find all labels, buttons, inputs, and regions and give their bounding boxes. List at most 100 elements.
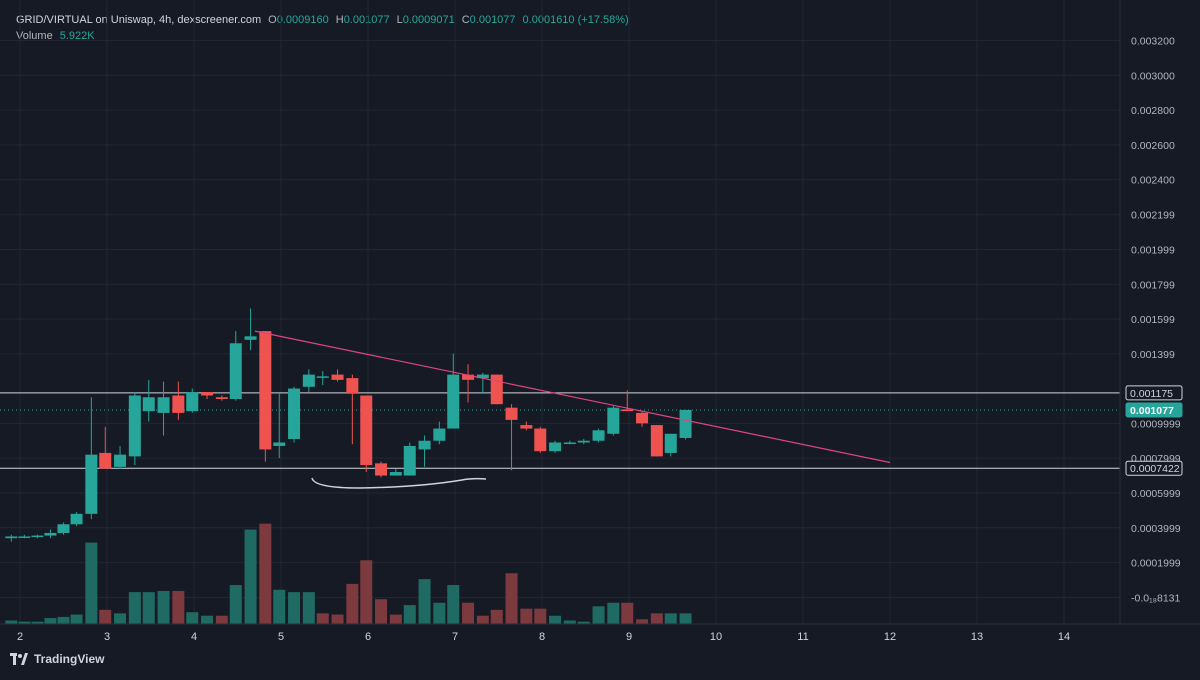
- candle: [577, 439, 590, 445]
- candle-body: [476, 374, 489, 379]
- hand-drawn-curve[interactable]: [311, 477, 487, 489]
- volume-bar: [99, 609, 112, 624]
- close-value: 0.001077: [469, 14, 516, 26]
- price-label-box: [1125, 385, 1183, 401]
- high-value: 0.001077: [343, 14, 390, 26]
- tradingview-branding[interactable]: TradingView: [10, 652, 104, 666]
- x-tick-label: 7: [452, 631, 458, 643]
- candle-body: [201, 392, 214, 396]
- candle: [389, 468, 402, 476]
- x-tick-label: 13: [971, 631, 983, 643]
- candle: [259, 331, 272, 462]
- candle-body: [186, 392, 199, 412]
- candle-body: [636, 412, 649, 424]
- candle: [650, 425, 663, 457]
- candle: [505, 404, 518, 471]
- close-label: C: [461, 14, 470, 26]
- candle: [5, 534, 18, 542]
- candles: [5, 308, 692, 542]
- candle-body: [389, 472, 402, 476]
- candle: [114, 445, 127, 469]
- candle-body: [331, 374, 344, 380]
- candle-body: [534, 428, 547, 452]
- candle-body: [346, 378, 359, 394]
- volume-bar: [114, 613, 127, 624]
- volume-bar: [85, 542, 98, 624]
- volume-bar: [447, 585, 460, 624]
- x-tick-label: 12: [884, 631, 896, 643]
- candle: [549, 440, 562, 453]
- candle-body: [244, 336, 257, 340]
- y-tick-label: 0.003000: [1131, 70, 1175, 82]
- y-tick-label: 0.001399: [1131, 349, 1175, 361]
- tradingview-logo-icon: [10, 653, 28, 665]
- candle: [70, 512, 83, 527]
- candle-body: [99, 452, 112, 469]
- candle-body: [433, 428, 446, 441]
- candle-body: [259, 331, 272, 450]
- candle: [172, 381, 185, 420]
- volume-bar: [44, 618, 57, 624]
- candle: [462, 364, 475, 403]
- candle-body: [316, 376, 329, 378]
- volume-bar: [229, 585, 242, 624]
- y-tick-label: 0.0003999: [1131, 523, 1181, 535]
- volume-bar: [316, 613, 329, 624]
- candle: [44, 529, 57, 539]
- volume-bar: [302, 592, 315, 624]
- candle: [31, 534, 44, 539]
- candle-body: [288, 388, 301, 440]
- candle-body: [31, 535, 44, 538]
- candle: [520, 421, 533, 431]
- candle: [679, 409, 692, 440]
- price-label-text: 0.001077: [1130, 405, 1174, 417]
- candle-body: [142, 397, 155, 412]
- candle: [57, 522, 70, 535]
- volume-bars: [5, 523, 692, 624]
- candle-body: [229, 343, 242, 399]
- time-axis[interactable]: [0, 624, 1200, 648]
- candle: [273, 393, 286, 459]
- x-tick-label: 11: [797, 631, 808, 643]
- y-tick-label: 0.002800: [1131, 105, 1175, 117]
- price-label-box: [1125, 460, 1183, 476]
- candle: [331, 369, 344, 382]
- candle-body: [128, 395, 141, 457]
- price-label: 0.001077: [1125, 402, 1183, 418]
- volume-bar: [288, 592, 301, 624]
- volume-bar: [664, 613, 677, 624]
- volume-bar: [476, 615, 489, 624]
- volume-bar: [186, 612, 199, 624]
- volume-bar: [360, 560, 373, 624]
- x-tick-label: 2: [17, 631, 23, 643]
- volume-bar: [549, 615, 562, 624]
- open-label: O: [268, 14, 277, 26]
- price-axis[interactable]: [1120, 0, 1200, 624]
- candle: [85, 397, 98, 520]
- trendline[interactable]: [254, 330, 891, 464]
- candle-body: [18, 536, 31, 538]
- candle-body: [621, 409, 634, 412]
- volume-bar: [31, 621, 44, 624]
- brand-name: TradingView: [34, 652, 105, 666]
- y-tick-label: 0.0009999: [1131, 418, 1181, 430]
- volume-bar: [201, 615, 214, 624]
- x-tick-label: 4: [191, 631, 197, 643]
- volume-label: Volume: [16, 30, 53, 42]
- candle-body: [44, 532, 57, 536]
- candle: [607, 405, 620, 436]
- volume-bar: [534, 608, 547, 624]
- y-tick-label: -0.0₁₈8131: [1131, 593, 1181, 605]
- candle-body: [650, 425, 663, 457]
- x-tick-label: 9: [626, 631, 632, 643]
- price-label-box: [1125, 402, 1183, 418]
- candle: [288, 386, 301, 443]
- candle-body: [520, 425, 533, 429]
- candle: [447, 353, 460, 429]
- volume-bar: [172, 590, 185, 624]
- y-tick-label: 0.002600: [1131, 140, 1175, 152]
- symbol-title: GRID/VIRTUAL on Uniswap, 4h, dexscreener…: [16, 14, 262, 26]
- y-tick-label: 0.001599: [1131, 314, 1175, 326]
- volume-bar: [462, 602, 475, 624]
